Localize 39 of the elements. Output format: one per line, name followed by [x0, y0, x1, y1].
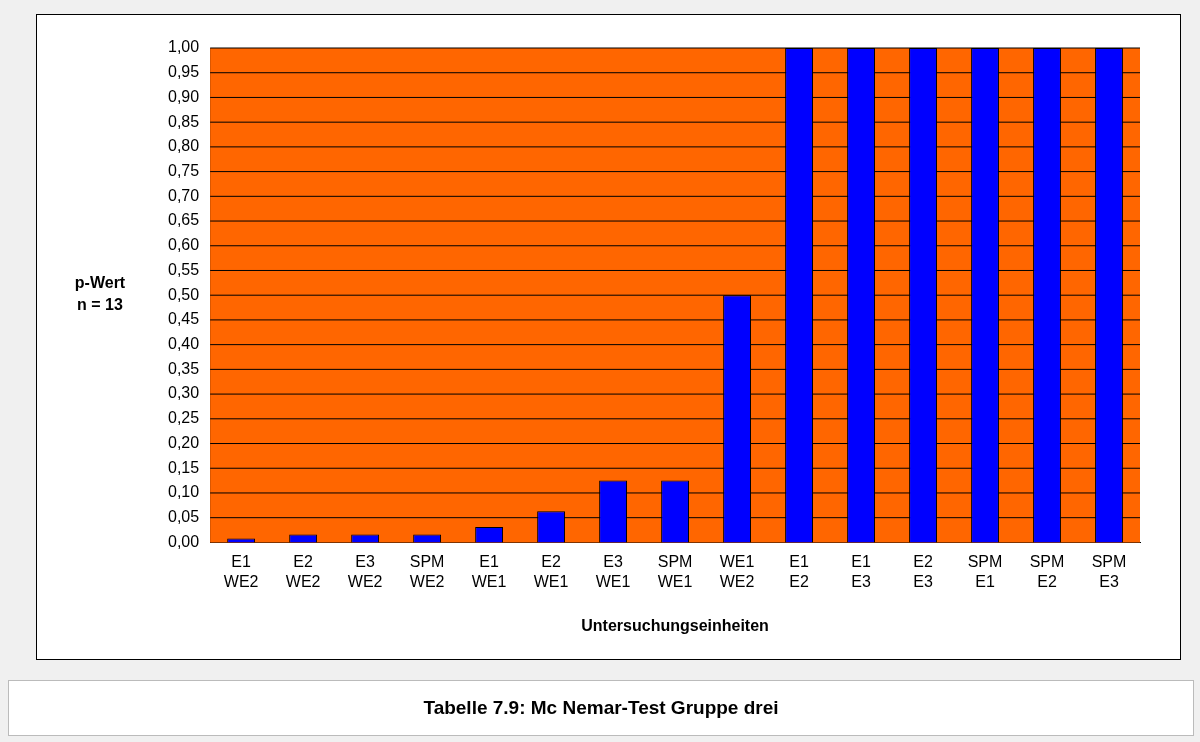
y-tick-label: 0,35: [168, 359, 200, 377]
y-tick-label: 0,15: [168, 458, 200, 476]
y-tick-label: 0,45: [168, 310, 200, 328]
text: Tabelle 7.9: Mc Nemar-Test Gruppe drei: [8, 680, 1194, 736]
y-tick-label: 0,20: [168, 433, 200, 451]
x-tick-label: E3 WE1: [595, 553, 631, 590]
x-tick-label: E1 E2: [789, 553, 809, 590]
y-tick-label: 0,65: [168, 211, 200, 229]
x-tick-label: E1 WE2: [223, 553, 259, 590]
x-tick-label: E2 WE2: [285, 553, 321, 590]
x-tick-label: SPM E1: [967, 553, 1003, 590]
y-tick-label: 0,50: [168, 285, 200, 303]
x-tick-label: SPM E2: [1029, 553, 1065, 590]
x-tick-label: E1 E3: [851, 553, 871, 590]
x-tick-label: E3 WE2: [347, 553, 383, 590]
y-tick-label: 0,70: [168, 186, 200, 204]
y-tick-label: 0,85: [168, 112, 200, 130]
x-tick-label: E2 E3: [913, 553, 933, 590]
y-tick-label: 0,05: [168, 508, 200, 526]
y-tick-label: 0,75: [168, 162, 200, 180]
x-tick-label: SPM WE2: [409, 553, 445, 590]
y-tick-label: 0,00: [168, 532, 200, 550]
y-tick-label: 0,55: [168, 260, 200, 278]
x-axis-title: Untersuchungseinheiten: [581, 616, 769, 634]
x-tick-label: SPM WE1: [657, 553, 693, 590]
y-tick-label: 0,40: [168, 335, 200, 353]
x-tick-label: SPM E3: [1091, 553, 1127, 590]
x-tick-label: E2 WE1: [533, 553, 569, 590]
y-axis-title: p-Wert n = 13: [73, 273, 127, 315]
x-tick-label: E1 WE1: [471, 553, 507, 590]
x-tick-label: WE1 WE2: [719, 553, 755, 590]
y-tick-label: 0,95: [168, 63, 200, 81]
y-tick-label: 0,60: [168, 236, 200, 254]
y-tick-label: 0,10: [168, 483, 200, 501]
y-tick-label: 0,90: [168, 87, 200, 105]
y-tick-label: 0,30: [168, 384, 200, 402]
y-tick-label: 0,80: [168, 137, 200, 155]
y-tick-label: 1,00: [168, 38, 200, 56]
y-tick-label: 0,25: [168, 409, 200, 427]
